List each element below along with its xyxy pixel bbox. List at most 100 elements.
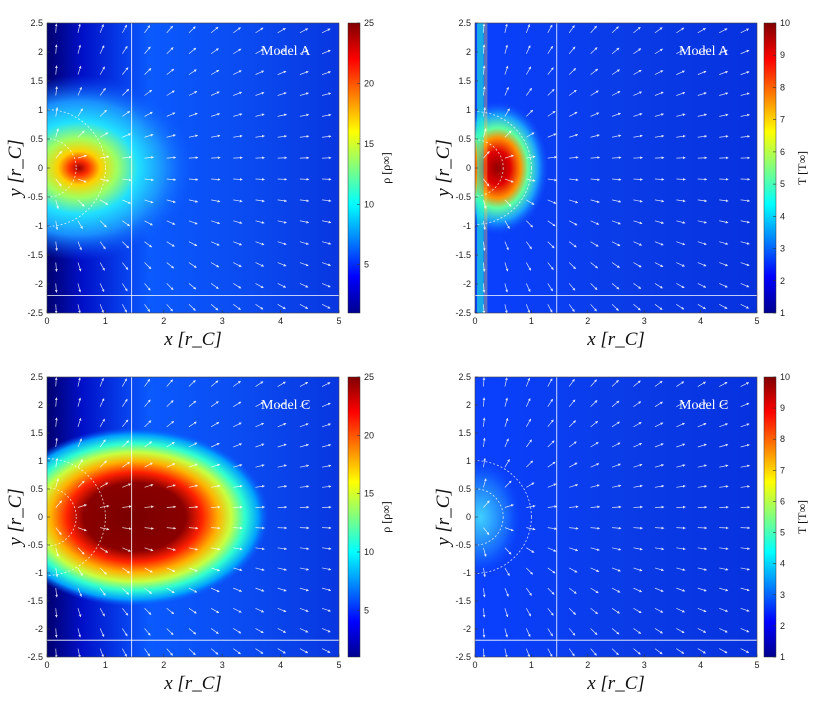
velocity-arrow [233, 464, 243, 468]
velocity-arrow [697, 27, 706, 34]
velocity-arrow [654, 220, 665, 224]
velocity-arrow [526, 155, 536, 159]
velocity-arrow [99, 587, 106, 596]
velocity-arrow [233, 380, 241, 387]
velocity-arrow [277, 92, 287, 96]
velocity-arrow [210, 648, 219, 655]
velocity-arrow [633, 401, 642, 407]
velocity-arrow [676, 113, 686, 117]
velocity-arrow [277, 241, 287, 246]
shock-band [477, 23, 484, 313]
velocity-arrow [590, 463, 600, 468]
model-annotation: Model C [679, 398, 728, 413]
velocity-arrow [482, 608, 486, 618]
velocity-arrow [547, 378, 553, 387]
velocity-arrow [321, 28, 331, 34]
dotted-circle [47, 138, 77, 198]
velocity-arrow [719, 135, 729, 138]
colorbar [763, 22, 777, 314]
velocity-arrow [568, 399, 576, 407]
y-tick-label: 0 [466, 512, 471, 522]
velocity-arrow [210, 283, 219, 289]
velocity-arrow [590, 505, 601, 509]
velocity-arrow [590, 112, 600, 117]
velocity-arrow [611, 400, 620, 407]
velocity-arrow [166, 463, 176, 468]
velocity-arrow [654, 401, 663, 407]
velocity-arrow [676, 587, 686, 592]
velocity-arrow [277, 443, 287, 448]
velocity-arrow [210, 241, 220, 246]
velocity-arrow [100, 504, 110, 508]
velocity-arrow [633, 463, 643, 468]
velocity-arrow [676, 381, 685, 387]
velocity-arrow [233, 547, 243, 551]
velocity-arrow [99, 418, 105, 428]
velocity-arrow [166, 220, 176, 225]
velocity-arrow [277, 49, 287, 55]
velocity-arrow [654, 262, 664, 267]
velocity-arrow [633, 113, 643, 117]
velocity-arrow [99, 377, 104, 387]
velocity-arrow [211, 199, 221, 203]
velocity-arrow [547, 88, 555, 96]
velocity-arrow [54, 44, 58, 54]
velocity-arrow [210, 26, 219, 34]
velocity-arrow [210, 113, 221, 117]
velocity-arrow [611, 587, 621, 593]
velocity-arrow [55, 478, 59, 488]
velocity-arrow [612, 178, 622, 181]
velocity-arrow [740, 402, 750, 408]
velocity-arrow [654, 178, 665, 181]
velocity-arrow [122, 155, 132, 159]
velocity-arrow [611, 199, 622, 203]
velocity-arrow [633, 178, 643, 181]
velocity-arrow [504, 567, 510, 577]
velocity-arrow [569, 527, 579, 530]
velocity-arrow [166, 199, 176, 203]
velocity-arrow [122, 648, 127, 657]
velocity-arrow [482, 283, 486, 293]
velocity-arrow [483, 178, 490, 187]
velocity-arrow [547, 133, 557, 138]
velocity-arrow [299, 628, 309, 633]
velocity-arrow [233, 220, 243, 224]
velocity-arrow [99, 648, 104, 657]
velocity-arrow [55, 567, 59, 578]
velocity-arrow [547, 419, 554, 428]
velocity-arrow [504, 628, 508, 638]
velocity-arrow [504, 438, 509, 448]
velocity-arrow [166, 547, 176, 551]
velocity-arrow [611, 484, 622, 488]
velocity-arrow [697, 485, 708, 488]
velocity-arrow [697, 402, 707, 407]
velocity-arrow [144, 462, 153, 468]
velocity-arrow [99, 283, 105, 293]
velocity-arrow [321, 648, 331, 653]
velocity-arrow [697, 134, 708, 138]
velocity-arrow [719, 283, 728, 288]
velocity-arrow [525, 648, 531, 657]
velocity-arrow [322, 199, 332, 203]
velocity-arrow [504, 547, 512, 555]
velocity-arrow [255, 567, 265, 571]
velocity-arrow [99, 66, 105, 75]
velocity-arrow [719, 220, 729, 224]
velocity-arrow [483, 220, 486, 231]
velocity-arrow [166, 628, 174, 636]
velocity-arrow [740, 135, 751, 138]
velocity-arrow [77, 628, 82, 638]
velocity-arrow [188, 379, 196, 387]
velocity-arrow [188, 587, 198, 593]
velocity-arrow [676, 220, 686, 224]
velocity-arrow [99, 398, 105, 407]
colorbar-tick-label: 9 [780, 403, 785, 413]
velocity-arrow [504, 199, 512, 207]
velocity-arrow [233, 91, 243, 96]
velocity-arrow [568, 46, 576, 54]
velocity-arrow [547, 587, 555, 595]
velocity-arrow [233, 262, 242, 267]
velocity-arrow [697, 241, 707, 246]
velocity-arrow [740, 648, 750, 653]
velocity-arrow [676, 91, 686, 96]
